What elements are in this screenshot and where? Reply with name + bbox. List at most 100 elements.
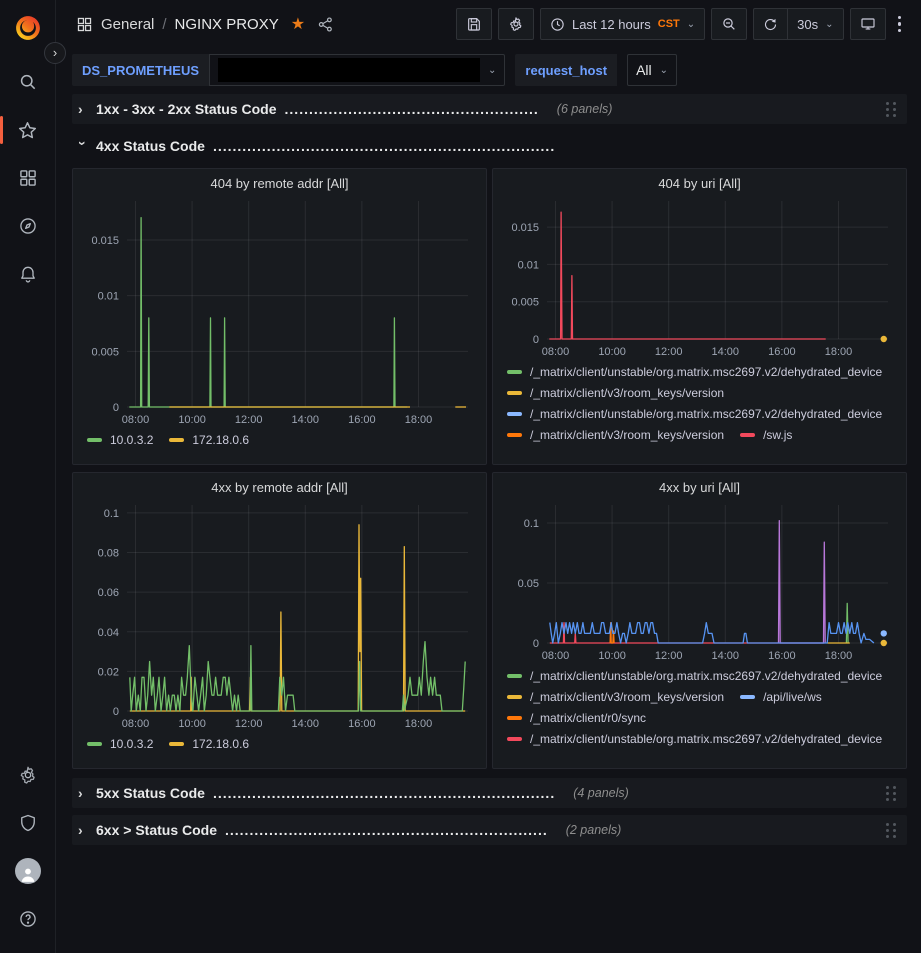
chart-404-by-uri[interactable]: 08:00 10:00 12:00 14:00 16:00 18:00 0 0.005 0.01… bbox=[501, 193, 900, 361]
grafana-logo-icon[interactable] bbox=[8, 8, 48, 48]
row-panel-count: (6 panels) bbox=[556, 102, 613, 116]
zoom-out-button[interactable] bbox=[711, 8, 748, 40]
sidebar-item-alerting[interactable] bbox=[8, 250, 48, 298]
timezone-label: CST bbox=[657, 18, 680, 30]
svg-text:0.005: 0.005 bbox=[511, 297, 539, 309]
legend-item[interactable]: /_matrix/client/unstable/org.matrix.msc2… bbox=[507, 732, 882, 746]
gear-icon bbox=[20, 766, 35, 784]
svg-text:08:00: 08:00 bbox=[122, 718, 150, 730]
refresh-interval-dropdown[interactable]: 30s ⌄ bbox=[787, 8, 844, 40]
legend-item[interactable]: 10.0.3.2 bbox=[87, 433, 153, 447]
row-title[interactable]: 1xx - 3xx - 2xx Status Code bbox=[96, 101, 277, 117]
svg-text:16:00: 16:00 bbox=[348, 414, 376, 426]
svg-text:0: 0 bbox=[113, 402, 119, 414]
legend-label: /_matrix/client/r0/sync bbox=[530, 711, 647, 725]
svg-text:14:00: 14:00 bbox=[292, 414, 320, 426]
favorite-star-icon[interactable]: ★ bbox=[290, 16, 306, 33]
svg-text:0.005: 0.005 bbox=[91, 346, 119, 358]
time-range-picker[interactable]: Last 12 hours CST ⌄ bbox=[539, 8, 706, 40]
panel-legend: 10.0.3.2 172.18.0.6 bbox=[81, 733, 478, 759]
svg-text:12:00: 12:00 bbox=[655, 650, 683, 662]
legend-swatch bbox=[740, 433, 756, 437]
sidebar-item-search[interactable] bbox=[8, 58, 48, 106]
chevron-down-icon: ⌄ bbox=[825, 18, 834, 30]
legend-item[interactable]: /_matrix/client/v3/room_keys/version bbox=[507, 690, 724, 704]
legend-swatch bbox=[507, 716, 522, 720]
panel-legend: /_matrix/client/unstable/org.matrix.msc2… bbox=[501, 665, 898, 753]
sidebar-item-starred[interactable] bbox=[0, 106, 48, 154]
legend-item[interactable]: 172.18.0.6 bbox=[169, 433, 249, 447]
legend-swatch bbox=[507, 412, 522, 416]
sidebar-expand-button[interactable]: › bbox=[44, 42, 66, 64]
legend-item[interactable]: 10.0.3.2 bbox=[87, 737, 153, 751]
svg-text:14:00: 14:00 bbox=[292, 718, 320, 730]
breadcrumb-grid-icon bbox=[77, 17, 92, 31]
refresh-icon bbox=[765, 18, 777, 30]
legend-item[interactable]: /_matrix/client/v3/room_keys/version bbox=[507, 386, 724, 400]
row-drag-handle[interactable] bbox=[882, 782, 901, 805]
row-title[interactable]: 6xx > Status Code bbox=[96, 822, 217, 838]
row-panel-count: (2 panels) bbox=[565, 823, 622, 837]
request-host-variable-dropdown[interactable]: All ⌄ bbox=[627, 54, 678, 86]
save-dashboard-button[interactable] bbox=[455, 8, 492, 40]
datasource-variable-dropdown[interactable]: ⌄ bbox=[209, 54, 506, 86]
legend-label: 172.18.0.6 bbox=[192, 433, 250, 447]
svg-text:10:00: 10:00 bbox=[178, 414, 206, 426]
dashboard-title[interactable]: NGINX PROXY bbox=[174, 15, 279, 33]
svg-text:18:00: 18:00 bbox=[825, 650, 853, 662]
sidebar-item-explore[interactable] bbox=[8, 202, 48, 250]
zoom-out-icon bbox=[723, 18, 735, 30]
bell-icon bbox=[20, 266, 35, 283]
panel-title[interactable]: 4xx by remote addr [All] bbox=[211, 480, 348, 495]
legend-item[interactable]: /_matrix/client/r0/sync bbox=[507, 711, 646, 725]
sidebar-item-dashboards[interactable] bbox=[8, 154, 48, 202]
chart-4xx-by-remote-addr[interactable]: 08:00 10:00 12:00 14:00 16:00 18:00 0 0.02 0.04 0… bbox=[81, 497, 480, 733]
row-drag-handle[interactable] bbox=[882, 98, 901, 121]
panel-legend: 10.0.3.2 172.18.0.6 bbox=[81, 429, 478, 455]
legend-item[interactable]: /api/live/ws bbox=[740, 690, 822, 704]
tv-mode-button[interactable] bbox=[849, 8, 886, 40]
legend-item[interactable]: /_matrix/client/unstable/org.matrix.msc2… bbox=[507, 669, 882, 683]
svg-text:18:00: 18:00 bbox=[825, 346, 853, 358]
legend-item[interactable]: /_matrix/client/unstable/org.matrix.msc2… bbox=[507, 365, 882, 379]
panel-title[interactable]: 404 by uri [All] bbox=[658, 176, 741, 191]
legend-item[interactable]: /_matrix/client/v3/room_keys/version bbox=[507, 428, 724, 442]
clock-icon bbox=[551, 17, 564, 31]
sidebar-item-help[interactable] bbox=[8, 895, 48, 943]
row-6xx[interactable]: › 6xx > Status Code ....................… bbox=[72, 815, 907, 845]
svg-text:16:00: 16:00 bbox=[348, 718, 376, 730]
legend-label: /_matrix/client/unstable/org.matrix.msc2… bbox=[530, 669, 883, 683]
legend-item[interactable]: 172.18.0.6 bbox=[169, 737, 249, 751]
chart-404-by-remote-addr[interactable]: 08:00 10:00 12:00 14:00 16:00 18:00 0 0.005 0.01… bbox=[81, 193, 480, 429]
chart-4xx-by-uri[interactable]: 08:00 10:00 12:00 14:00 16:00 18:00 0 0.05 0.1 bbox=[501, 497, 900, 665]
breadcrumb-folder[interactable]: General bbox=[101, 15, 155, 33]
sidebar-item-profile[interactable] bbox=[8, 847, 48, 895]
chevron-down-icon: ⌄ bbox=[686, 18, 696, 30]
legend-swatch bbox=[740, 695, 756, 699]
row-4xx[interactable]: › 4xx Status Code ......................… bbox=[72, 131, 907, 161]
sidebar-item-configuration[interactable] bbox=[8, 751, 48, 799]
more-options-kebab-menu[interactable] bbox=[892, 8, 908, 40]
dashboard-settings-button[interactable] bbox=[497, 8, 534, 40]
row-drag-handle[interactable] bbox=[882, 819, 901, 842]
row-title[interactable]: 4xx Status Code bbox=[96, 138, 205, 154]
row-1xx-3xx-2xx[interactable]: › 1xx - 3xx - 2xx Status Code ..........… bbox=[72, 94, 907, 124]
legend-label: 10.0.3.2 bbox=[110, 737, 154, 751]
datasource-variable: DS_PROMETHEUS ⌄ bbox=[72, 54, 506, 86]
panel-title[interactable]: 404 by remote addr [All] bbox=[210, 176, 349, 191]
legend-swatch bbox=[507, 737, 522, 741]
sidebar-item-server-admin[interactable] bbox=[8, 799, 48, 847]
row-title-dots: ........................................… bbox=[212, 785, 556, 801]
refresh-button[interactable] bbox=[753, 8, 788, 40]
legend-swatch bbox=[507, 391, 522, 395]
svg-text:0.08: 0.08 bbox=[98, 548, 119, 560]
legend-item[interactable]: /_matrix/client/unstable/org.matrix.msc2… bbox=[507, 407, 882, 421]
share-button[interactable] bbox=[313, 12, 338, 37]
panel-title[interactable]: 4xx by uri [All] bbox=[659, 480, 740, 495]
legend-item[interactable]: /sw.js bbox=[740, 428, 792, 442]
svg-text:0.1: 0.1 bbox=[524, 518, 539, 530]
row-5xx[interactable]: › 5xx Status Code ......................… bbox=[72, 778, 907, 808]
svg-text:16:00: 16:00 bbox=[768, 650, 796, 662]
row-title[interactable]: 5xx Status Code bbox=[96, 785, 205, 801]
compass-icon bbox=[19, 218, 36, 234]
